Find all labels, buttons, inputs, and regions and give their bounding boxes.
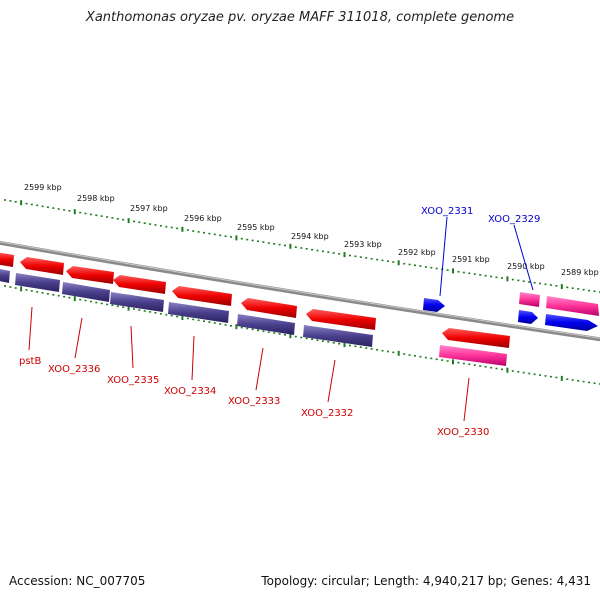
gene-arrow-blue-2329b[interactable]: [518, 310, 538, 324]
gene-arrow-blue-2328b[interactable]: [545, 314, 598, 331]
genome-backbone: [0, 240, 600, 342]
gene-bar-pink-2329[interactable]: [519, 292, 540, 307]
accession-text: Accession: NC_007705: [9, 574, 146, 588]
gene-label-xoo-2334[interactable]: XOO_2334: [164, 386, 216, 397]
ruler-label-2599: 2599 kbp: [24, 183, 62, 192]
ruler-label-2592: 2592 kbp: [398, 248, 436, 257]
gene-label-xoo-2329[interactable]: XOO_2329: [488, 214, 540, 225]
genome-backbone-highlight: [0, 241, 600, 339]
gene-arrow-xoo-2331[interactable]: [423, 298, 445, 312]
map-title: Xanthomonas oryzae pv. oryzae MAFF 31101…: [85, 10, 515, 25]
forward-genes: [423, 292, 599, 331]
gene-arrow-xoo-2336[interactable]: [66, 266, 114, 284]
topology-summary-text: Topology: circular; Length: 4,940,217 bp…: [261, 574, 591, 588]
gene-arrow-xoo-2337[interactable]: [20, 257, 64, 275]
gene-arrow-xoo-2330[interactable]: [442, 328, 510, 348]
ruler-label-2591: 2591 kbp: [452, 255, 490, 264]
lower-tick-row: [4, 285, 600, 385]
leader-xoo-2332: [327, 359, 336, 403]
gene-label-xoo-2331[interactable]: XOO_2331: [421, 206, 473, 217]
gene-arrow-pstb[interactable]: [0, 252, 14, 267]
gene-labels: XOO_2331 XOO_2329 pstB XOO_2336 XOO_2335…: [19, 206, 540, 438]
leader-xoo-2329: [513, 224, 534, 291]
reverse-genes-outer: [0, 252, 510, 348]
gene-arrow-pink-2328[interactable]: [546, 296, 599, 316]
ruler-label-2595: 2595 kbp: [237, 223, 275, 232]
gene-bar-navy-6[interactable]: [237, 314, 295, 335]
ruler-label-2593: 2593 kbp: [344, 240, 382, 249]
gene-bar-navy-2[interactable]: [15, 273, 60, 292]
ruler-label-2589: 2589 kbp: [561, 268, 599, 277]
leader-xoo-2335: [130, 325, 134, 369]
ruler-label-2597: 2597 kbp: [130, 204, 168, 213]
ruler-label-2598: 2598 kbp: [77, 194, 115, 203]
ruler-label-2596: 2596 kbp: [184, 214, 222, 223]
gene-label-xoo-2333[interactable]: XOO_2333: [228, 396, 280, 407]
leader-xoo-2336: [74, 317, 83, 359]
leader-xoo-2334: [191, 335, 195, 381]
gene-bar-navy-4[interactable]: [110, 292, 164, 312]
reverse-genes-inner: [0, 268, 507, 366]
gene-arrow-xoo-2335[interactable]: [113, 275, 166, 294]
gene-label-xoo-2336[interactable]: XOO_2336: [48, 364, 100, 375]
leader-pstb: [28, 306, 33, 351]
ruler-label-2594: 2594 kbp: [291, 232, 329, 241]
gene-bar-pink-1[interactable]: [439, 345, 507, 366]
leader-xoo-2333: [255, 347, 264, 391]
label-leaders: [28, 216, 534, 422]
gene-label-xoo-2332[interactable]: XOO_2332: [301, 408, 353, 419]
gene-arrow-xoo-2332[interactable]: [306, 309, 376, 330]
leader-xoo-2330: [463, 377, 470, 422]
gene-bar-navy-3[interactable]: [62, 282, 110, 302]
gene-bar-navy-1[interactable]: [0, 268, 10, 283]
gene-arrow-xoo-2333[interactable]: [241, 298, 297, 318]
gene-bar-navy-7[interactable]: [303, 325, 373, 347]
leader-xoo-2331: [439, 216, 448, 297]
upper-tick-row: [4, 199, 600, 293]
gene-bar-navy-5[interactable]: [168, 302, 229, 323]
gene-arrow-xoo-2334[interactable]: [172, 286, 232, 306]
gene-label-xoo-2335[interactable]: XOO_2335: [107, 375, 159, 386]
gene-label-xoo-2330[interactable]: XOO_2330: [437, 427, 489, 438]
gene-label-pstb[interactable]: pstB: [19, 356, 41, 367]
